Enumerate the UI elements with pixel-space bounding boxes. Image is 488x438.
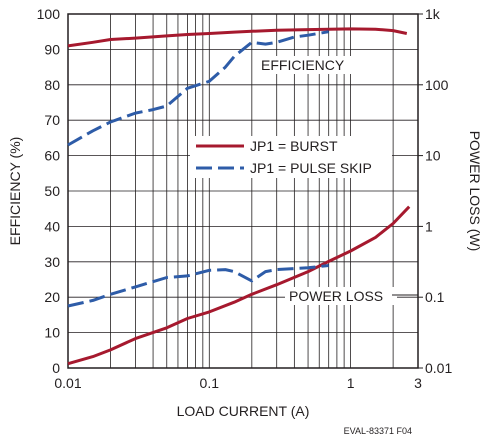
efficiency-burst-line — [67, 27, 408, 48]
power-loss-burst-line — [67, 205, 411, 366]
y-left-tick-label: 70 — [44, 112, 60, 128]
legend-label-pulse-skip: JP1 = PULSE SKIP — [250, 160, 372, 176]
y-left-tick-label: 90 — [44, 41, 60, 57]
efficiency-pulse-skip-line — [67, 30, 329, 147]
y-right-tick-label: 1k — [425, 6, 441, 22]
legend-label-burst: JP1 = BURST — [250, 138, 338, 154]
y-right-tick-label: 0.01 — [425, 360, 452, 376]
legend: JP1 = BURST JP1 = PULSE SKIP — [190, 136, 392, 178]
y-left-tick-label: 0 — [52, 360, 60, 376]
plot-frame — [67, 13, 419, 369]
figure-id: EVAL-83371 F04 — [344, 426, 412, 436]
right-axis-ticks: 0.01 0.1 1 10 100 1k — [418, 6, 452, 376]
y-left-axis-label: EFFICIENCY (%) — [7, 137, 23, 246]
y-right-tick-label: 10 — [425, 148, 441, 164]
y-left-tick-label: 20 — [44, 289, 60, 305]
y-left-tick-label: 50 — [44, 183, 60, 199]
y-right-tick-label: 1 — [425, 218, 433, 234]
left-axis-ticks: 0 10 20 30 40 50 60 70 80 90 100 — [37, 6, 61, 376]
y-left-tick-label: 60 — [44, 148, 60, 164]
grid — [68, 14, 418, 368]
power-loss-pulse-skip-line — [67, 264, 329, 308]
y-right-tick-label: 100 — [425, 77, 449, 93]
x-tick-label: 3 — [414, 375, 422, 391]
efficiency-annotation: EFFICIENCY — [261, 57, 345, 73]
y-left-tick-label: 40 — [44, 218, 60, 234]
y-left-tick-label: 100 — [37, 6, 61, 22]
y-right-tick-label: 0.1 — [425, 289, 445, 305]
x-axis-label: LOAD CURRENT (A) — [177, 403, 310, 419]
label-backgrounds — [258, 56, 397, 305]
series-group — [67, 27, 411, 366]
y-left-tick-label: 80 — [44, 77, 60, 93]
x-axis-ticks: 0.01 0.1 1 3 — [54, 375, 422, 391]
legend-background — [190, 136, 392, 178]
x-tick-label: 0.1 — [200, 375, 220, 391]
x-tick-label: 0.01 — [54, 375, 81, 391]
y-left-tick-label: 30 — [44, 254, 60, 270]
power-loss-annotation: POWER LOSS — [289, 288, 383, 304]
y-right-axis-label: POWER LOSS (W) — [467, 131, 483, 252]
x-tick-label: 1 — [347, 375, 355, 391]
y-left-tick-label: 10 — [44, 325, 60, 341]
